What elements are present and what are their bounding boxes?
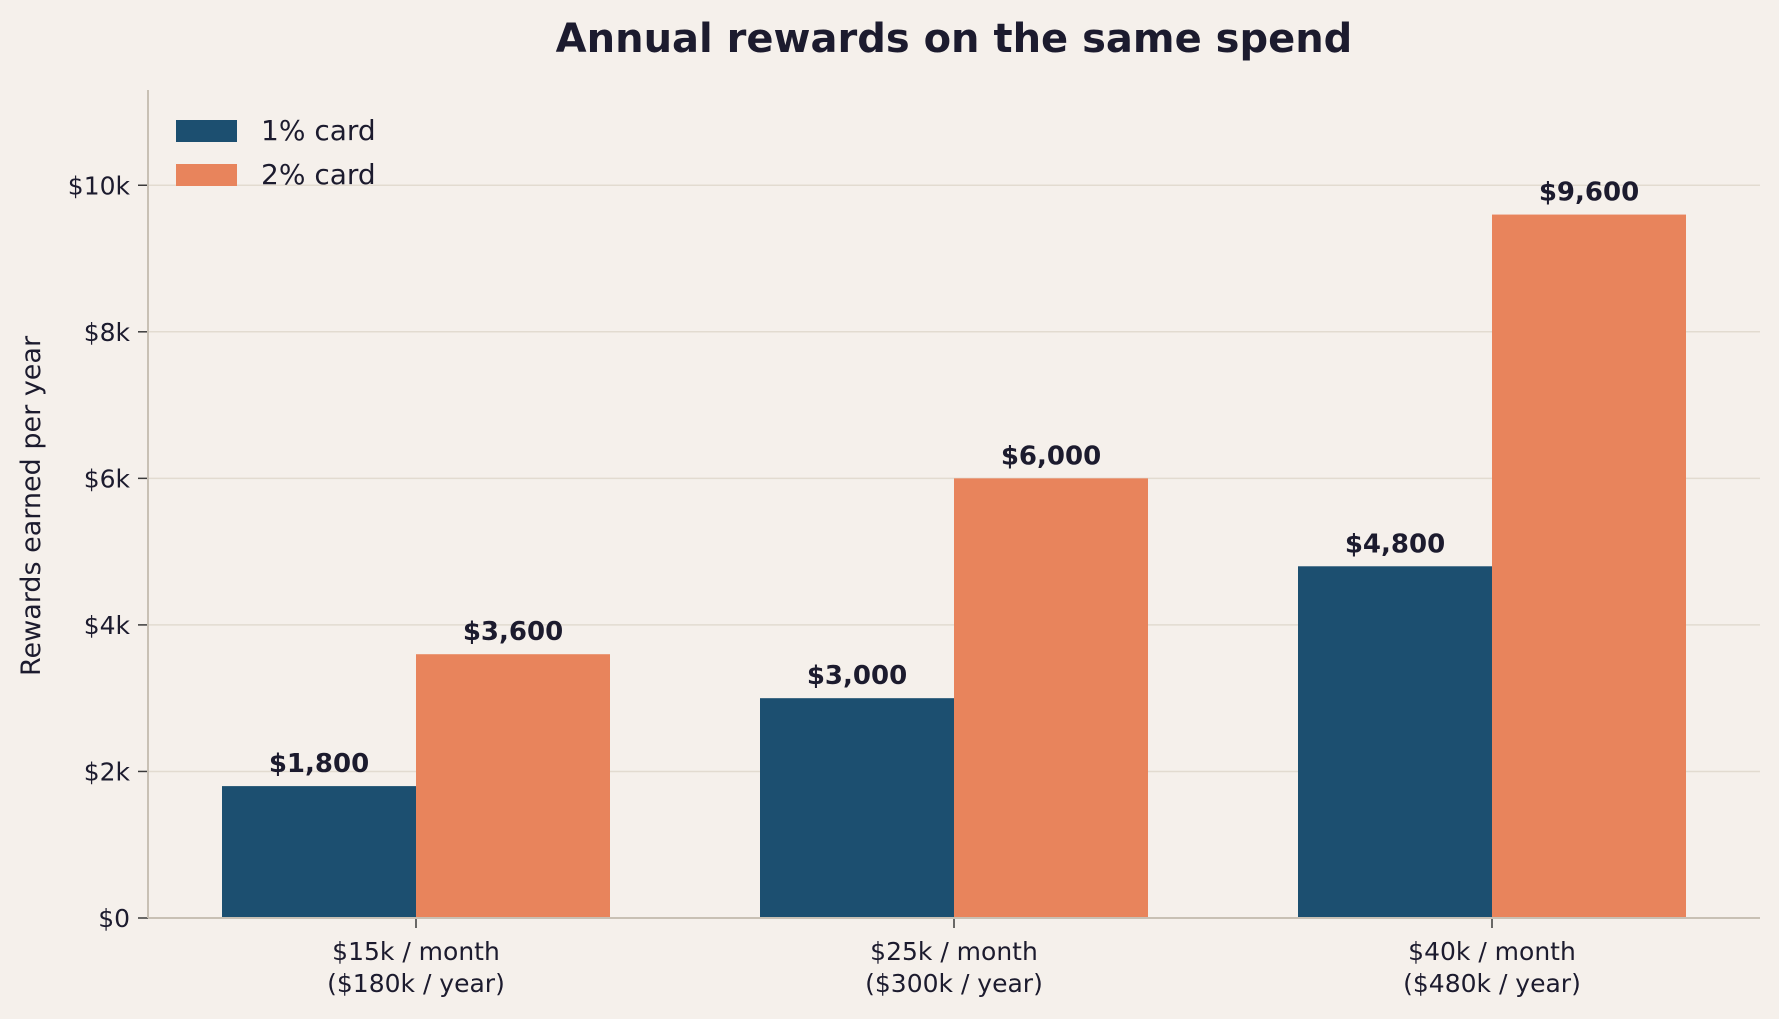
x-tick-label: $40k / month bbox=[1408, 937, 1576, 966]
bar bbox=[1298, 566, 1492, 918]
bar bbox=[954, 478, 1148, 918]
y-tick-label: $4k bbox=[84, 611, 131, 640]
axes-layer: $0 $2k $4k $6k $8k $10k $15k / month ($180k / y… bbox=[68, 90, 1760, 998]
bars-layer bbox=[222, 214, 1686, 918]
data-label: $9,600 bbox=[1539, 178, 1639, 208]
x-tick-label: $15k / month bbox=[332, 937, 500, 966]
legend-swatch bbox=[176, 120, 237, 142]
bar bbox=[760, 698, 954, 918]
chart-title: Annual rewards on the same spend bbox=[556, 16, 1353, 62]
y-tick-label: $2k bbox=[84, 757, 131, 786]
data-label: $6,000 bbox=[1001, 441, 1101, 471]
legend: 1% card 2% card bbox=[176, 114, 376, 191]
legend-label: 2% card bbox=[261, 158, 376, 191]
data-label: $3,600 bbox=[463, 617, 563, 647]
y-tick-label: $10k bbox=[68, 171, 131, 200]
x-tick-label: $25k / month bbox=[870, 937, 1038, 966]
data-label: $1,800 bbox=[269, 749, 369, 779]
bar bbox=[416, 654, 610, 918]
x-tick-label: ($180k / year) bbox=[327, 969, 505, 998]
y-tick-label: $0 bbox=[98, 904, 130, 933]
bar bbox=[1492, 214, 1686, 918]
labels-layer: $1,800 $3,600 $3,000 $6,000 $4,800 $9,600 bbox=[269, 178, 1639, 780]
data-label: $3,000 bbox=[807, 661, 907, 691]
data-label: $4,800 bbox=[1345, 529, 1445, 559]
x-tick-label: ($480k / year) bbox=[1403, 969, 1581, 998]
y-axis-label: Rewards earned per year bbox=[16, 335, 47, 676]
x-tick-label: ($300k / year) bbox=[865, 969, 1043, 998]
y-tick-label: $6k bbox=[84, 464, 131, 493]
legend-swatch bbox=[176, 164, 237, 186]
y-tick-label: $8k bbox=[84, 318, 131, 347]
bar bbox=[222, 786, 416, 918]
legend-label: 1% card bbox=[261, 114, 376, 147]
